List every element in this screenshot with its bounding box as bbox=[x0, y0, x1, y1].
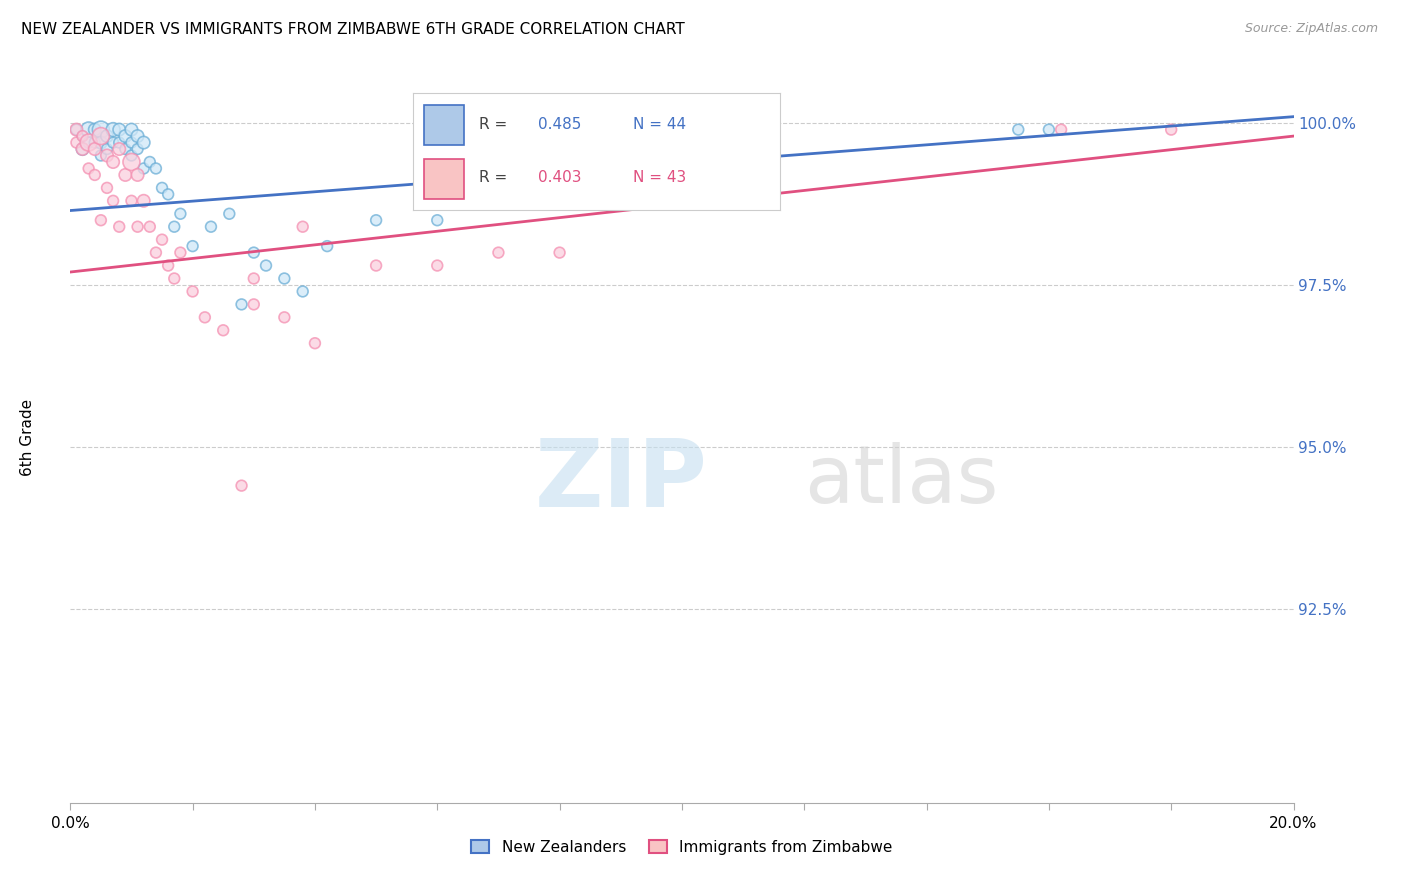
Point bbox=[212, 323, 235, 337]
Point bbox=[108, 136, 131, 150]
Point bbox=[291, 219, 314, 234]
Point bbox=[231, 297, 253, 311]
Point bbox=[169, 207, 191, 221]
Point bbox=[121, 155, 143, 169]
Point bbox=[114, 168, 136, 182]
Point bbox=[127, 219, 149, 234]
Point bbox=[77, 136, 100, 150]
Point bbox=[304, 336, 326, 351]
Point bbox=[90, 122, 112, 136]
Legend: New Zealanders, Immigrants from Zimbabwe: New Zealanders, Immigrants from Zimbabwe bbox=[465, 834, 898, 861]
Point bbox=[77, 136, 100, 150]
Point bbox=[101, 194, 124, 208]
Point bbox=[101, 136, 124, 150]
Point bbox=[121, 194, 143, 208]
Point bbox=[231, 478, 253, 492]
Point bbox=[132, 161, 155, 176]
Point bbox=[83, 136, 105, 150]
Point bbox=[150, 181, 173, 195]
Point bbox=[157, 187, 180, 202]
Point bbox=[114, 129, 136, 144]
Point bbox=[145, 245, 167, 260]
Point bbox=[139, 219, 162, 234]
Point bbox=[90, 148, 112, 162]
Point bbox=[72, 129, 94, 144]
Point bbox=[96, 142, 118, 156]
Point bbox=[132, 194, 155, 208]
Point bbox=[254, 259, 277, 273]
Point bbox=[218, 207, 240, 221]
Point bbox=[243, 271, 266, 285]
Point bbox=[316, 239, 339, 253]
Text: ZIP: ZIP bbox=[536, 435, 709, 527]
Point bbox=[96, 129, 118, 144]
Point bbox=[83, 122, 105, 136]
Point bbox=[108, 219, 131, 234]
Point bbox=[273, 271, 295, 285]
Point bbox=[145, 161, 167, 176]
Point bbox=[96, 181, 118, 195]
Point bbox=[163, 219, 186, 234]
Point bbox=[291, 285, 314, 299]
Point bbox=[139, 155, 162, 169]
Point bbox=[243, 297, 266, 311]
Point bbox=[273, 310, 295, 325]
Point bbox=[132, 136, 155, 150]
Point bbox=[548, 245, 571, 260]
Point bbox=[108, 122, 131, 136]
Point bbox=[163, 271, 186, 285]
Text: Source: ZipAtlas.com: Source: ZipAtlas.com bbox=[1244, 22, 1378, 36]
Point bbox=[243, 245, 266, 260]
Text: 6th Grade: 6th Grade bbox=[20, 399, 35, 475]
Point bbox=[366, 259, 388, 273]
Point bbox=[90, 136, 112, 150]
Point bbox=[127, 142, 149, 156]
Point bbox=[90, 213, 112, 227]
Point bbox=[194, 310, 217, 325]
Point bbox=[90, 129, 112, 144]
Point bbox=[169, 245, 191, 260]
Point bbox=[72, 142, 94, 156]
Point bbox=[150, 233, 173, 247]
Text: NEW ZEALANDER VS IMMIGRANTS FROM ZIMBABWE 6TH GRADE CORRELATION CHART: NEW ZEALANDER VS IMMIGRANTS FROM ZIMBABW… bbox=[21, 22, 685, 37]
Point bbox=[127, 129, 149, 144]
Point bbox=[77, 161, 100, 176]
Point bbox=[65, 136, 87, 150]
Point bbox=[108, 142, 131, 156]
Point bbox=[65, 122, 87, 136]
Point bbox=[114, 142, 136, 156]
Point bbox=[1160, 122, 1182, 136]
Point bbox=[101, 155, 124, 169]
Point bbox=[157, 259, 180, 273]
Point bbox=[121, 136, 143, 150]
Point bbox=[83, 168, 105, 182]
Point bbox=[488, 245, 510, 260]
Point bbox=[426, 259, 449, 273]
Point bbox=[181, 285, 204, 299]
Point bbox=[83, 142, 105, 156]
Point bbox=[1050, 122, 1073, 136]
Point bbox=[366, 213, 388, 227]
Point bbox=[65, 122, 87, 136]
Point bbox=[127, 168, 149, 182]
Point bbox=[181, 239, 204, 253]
Point bbox=[426, 213, 449, 227]
Text: 0.0%: 0.0% bbox=[51, 816, 90, 830]
Point bbox=[96, 148, 118, 162]
Point bbox=[1038, 122, 1060, 136]
Point bbox=[72, 129, 94, 144]
Point bbox=[72, 142, 94, 156]
Point bbox=[77, 122, 100, 136]
Point bbox=[1007, 122, 1029, 136]
Point bbox=[200, 219, 222, 234]
Point bbox=[101, 122, 124, 136]
Point bbox=[121, 122, 143, 136]
Text: 20.0%: 20.0% bbox=[1270, 816, 1317, 830]
Text: atlas: atlas bbox=[804, 442, 998, 520]
Point bbox=[121, 148, 143, 162]
